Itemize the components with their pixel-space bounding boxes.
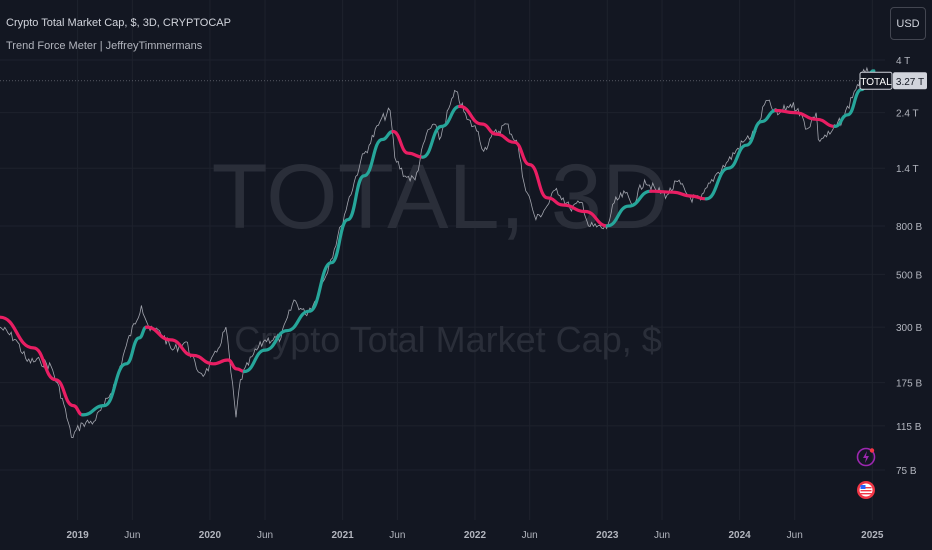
trend-segment-up	[81, 325, 149, 417]
trend-series	[0, 69, 876, 417]
x-tick-label: Jun	[257, 530, 273, 541]
price-tag-symbol-box	[859, 71, 893, 90]
x-tick-label: Jun	[654, 530, 670, 541]
x-tick-label: Jun	[522, 530, 538, 541]
currency-button[interactable]: USD	[890, 7, 926, 40]
trend-segment-down	[649, 189, 708, 201]
trend-segment-up	[605, 189, 653, 228]
y-tick-label: 115 B	[896, 422, 922, 433]
x-tick-label: 2025	[861, 530, 884, 541]
flash-icon[interactable]	[856, 447, 876, 467]
price-tag-value-box	[893, 72, 927, 90]
price-series	[0, 66, 878, 439]
trend-segment-up	[704, 108, 778, 201]
y-tick-label: 175 B	[896, 379, 922, 390]
x-tick-label: 2022	[464, 530, 487, 541]
trend-segment-up	[242, 129, 395, 374]
y-axis[interactable]: 4 T 2.4 T 1.4 T 800 B 500 B 300 B 175 B 115 B 75…	[896, 56, 922, 477]
trend-segment-down	[0, 315, 85, 417]
x-tick-label: Jun	[124, 530, 140, 541]
x-tick-label: 2024	[728, 530, 751, 541]
indicator-legend[interactable]: Trend Force Meter | JeffreyTimmermans	[6, 40, 203, 52]
y-tick-label: 4 T	[896, 56, 910, 67]
y-tick-label: 2.4 T	[896, 109, 919, 120]
watermark-description: Crypto Total Market Cap, $	[234, 319, 662, 360]
x-tick-label: Jun	[787, 530, 803, 541]
trend-segment-down	[391, 129, 425, 159]
x-tick-label: 2020	[199, 530, 222, 541]
price-tag: TOTAL 3.27 T	[859, 71, 927, 90]
y-tick-label: 75 B	[896, 466, 917, 477]
price-line	[0, 66, 878, 439]
x-tick-label: 2023	[596, 530, 619, 541]
y-tick-label: 300 B	[896, 323, 922, 334]
price-tag-symbol: TOTAL	[860, 77, 892, 88]
y-tick-label: 800 B	[896, 222, 922, 233]
trend-segment-down	[144, 325, 246, 374]
x-tick-label: 2019	[66, 530, 89, 541]
trend-segment-up	[421, 104, 462, 159]
x-axis[interactable]: 2019 Jun 2020 Jun 2021 Jun 2022 Jun 2023 Jun 2024 J…	[66, 530, 883, 541]
watermark-ticker: TOTAL, 3D	[212, 146, 669, 248]
chart-legend-title[interactable]: Crypto Total Market Cap, $, 3D, CRYPTOCA…	[6, 17, 231, 29]
x-tick-label: Jun	[389, 530, 405, 541]
price-tag-value: 3.27 T	[896, 77, 924, 88]
trend-segment-down	[774, 108, 837, 128]
us-flag-icon[interactable]	[856, 480, 876, 500]
y-tick-label: 500 B	[896, 270, 922, 281]
y-tick-label: 1.4 T	[896, 164, 919, 175]
x-tick-label: 2021	[331, 530, 354, 541]
trend-segment-down	[458, 104, 609, 228]
